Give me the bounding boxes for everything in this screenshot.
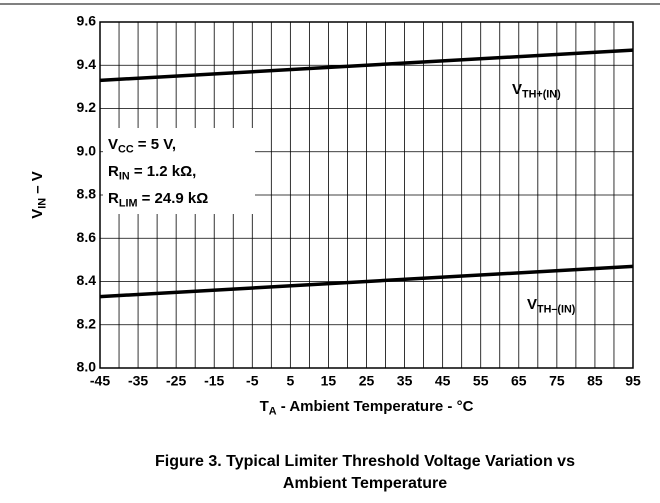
annotation-rest: = 24.9 kΩ bbox=[137, 190, 208, 207]
series-label-base: V bbox=[512, 81, 522, 98]
x-tick-label: -25 bbox=[166, 373, 186, 389]
series-line bbox=[99, 48, 634, 83]
x-axis-label-sub: A bbox=[269, 405, 277, 417]
x-axis-label: TA - Ambient Temperature - °C bbox=[260, 398, 474, 417]
x-tick-label: 5 bbox=[286, 373, 294, 389]
y-axis-label-sub: IN bbox=[36, 198, 48, 209]
series-label-sub: TH+(IN) bbox=[522, 88, 561, 100]
annotation: RIN = 1.2 kΩ, bbox=[108, 163, 196, 182]
annotation-sub: CC bbox=[118, 143, 134, 155]
series-label-sub: TH–(IN) bbox=[537, 303, 576, 315]
series-label: VTH–(IN) bbox=[527, 296, 576, 315]
y-tick-label: 9.2 bbox=[77, 99, 97, 115]
x-tick-label: 65 bbox=[511, 373, 527, 389]
annotation-base: R bbox=[108, 163, 119, 180]
annotation: VCC = 5 V, bbox=[108, 136, 176, 155]
annotation-rest: = 5 V, bbox=[134, 136, 176, 153]
x-tick-label: 45 bbox=[435, 373, 451, 389]
annotation: RLIM = 24.9 kΩ bbox=[108, 190, 208, 209]
annotation-sub: LIM bbox=[119, 197, 138, 209]
series-label: VTH+(IN) bbox=[512, 81, 561, 100]
x-tick-label: -45 bbox=[90, 373, 110, 389]
y-axis-label-base: V bbox=[29, 209, 46, 219]
x-tick-label: 25 bbox=[359, 373, 375, 389]
y-tick-label: 8.8 bbox=[77, 186, 97, 202]
plot-frame bbox=[99, 21, 634, 369]
series-label-base: V bbox=[527, 296, 537, 313]
x-tick-label: 15 bbox=[321, 373, 337, 389]
x-tick-label: 75 bbox=[549, 373, 565, 389]
y-axis-label-rest: – V bbox=[29, 171, 46, 198]
x-tick-label: -35 bbox=[128, 373, 148, 389]
y-tick-label: 9.4 bbox=[77, 56, 97, 72]
y-tick-label: 8.6 bbox=[77, 229, 97, 245]
x-tick-label: 95 bbox=[625, 373, 641, 389]
y-axis-label: VIN – V bbox=[29, 171, 48, 219]
y-tick-label: 9.6 bbox=[77, 13, 97, 29]
annotation-box bbox=[103, 128, 255, 214]
series-line bbox=[99, 264, 634, 299]
x-tick-label: -5 bbox=[246, 373, 259, 389]
x-tick-label: -15 bbox=[204, 373, 224, 389]
caption: Figure 3. Typical Limiter Threshold Volt… bbox=[155, 453, 575, 470]
x-tick-label: 35 bbox=[397, 373, 413, 389]
x-tick-label: 85 bbox=[587, 373, 603, 389]
annotation-rest: = 1.2 kΩ, bbox=[130, 163, 197, 180]
x-tick-label: 55 bbox=[473, 373, 489, 389]
y-tick-label: 8.0 bbox=[77, 359, 97, 375]
y-tick-label: 8.2 bbox=[77, 315, 97, 331]
y-tick-label: 9.0 bbox=[77, 142, 97, 158]
caption: Ambient Temperature bbox=[283, 475, 447, 492]
x-axis-label-base: T bbox=[260, 398, 269, 415]
y-tick-label: 8.4 bbox=[77, 272, 97, 288]
annotation-base: R bbox=[108, 190, 119, 207]
annotation-sub: IN bbox=[119, 170, 130, 182]
annotation-base: V bbox=[108, 136, 118, 153]
x-axis-label-rest: - Ambient Temperature - °C bbox=[277, 398, 474, 415]
